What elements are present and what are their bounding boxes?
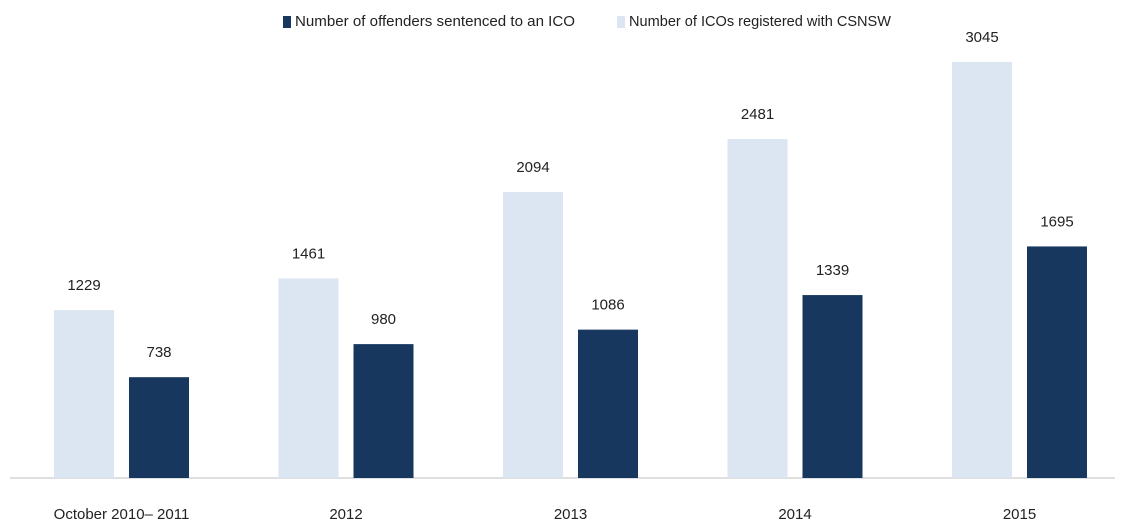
bar bbox=[1027, 246, 1087, 478]
legend-swatch bbox=[283, 16, 291, 28]
bar bbox=[54, 310, 114, 478]
bar bbox=[129, 377, 189, 478]
value-label: 3045 bbox=[965, 29, 998, 46]
value-label: 1695 bbox=[1040, 213, 1073, 230]
value-label: 1461 bbox=[292, 245, 325, 262]
bar bbox=[353, 344, 414, 478]
x-tick-label: 2012 bbox=[329, 506, 362, 523]
x-tick-label: October 2010– 2011 bbox=[54, 506, 190, 523]
x-tick-label: 2013 bbox=[554, 506, 587, 523]
value-label: 1229 bbox=[67, 277, 100, 294]
legend-label: Number of ICOs registered with CSNSW bbox=[629, 13, 892, 30]
bar bbox=[578, 329, 638, 478]
bar bbox=[727, 139, 788, 478]
bar bbox=[278, 278, 339, 478]
bar bbox=[952, 62, 1012, 478]
value-label: 1086 bbox=[591, 297, 624, 314]
legend-swatch bbox=[617, 16, 625, 28]
x-tick-label: 2014 bbox=[778, 506, 811, 523]
bar bbox=[503, 191, 563, 478]
x-tick-label: 2015 bbox=[1003, 506, 1036, 523]
bar bbox=[802, 295, 863, 478]
value-label: 2481 bbox=[741, 106, 774, 123]
value-label: 738 bbox=[146, 344, 171, 361]
legend-label: Number of offenders sentenced to an ICO bbox=[295, 13, 575, 30]
value-label: 1339 bbox=[816, 262, 849, 279]
value-label: 980 bbox=[371, 311, 396, 328]
value-label: 2094 bbox=[516, 159, 549, 176]
